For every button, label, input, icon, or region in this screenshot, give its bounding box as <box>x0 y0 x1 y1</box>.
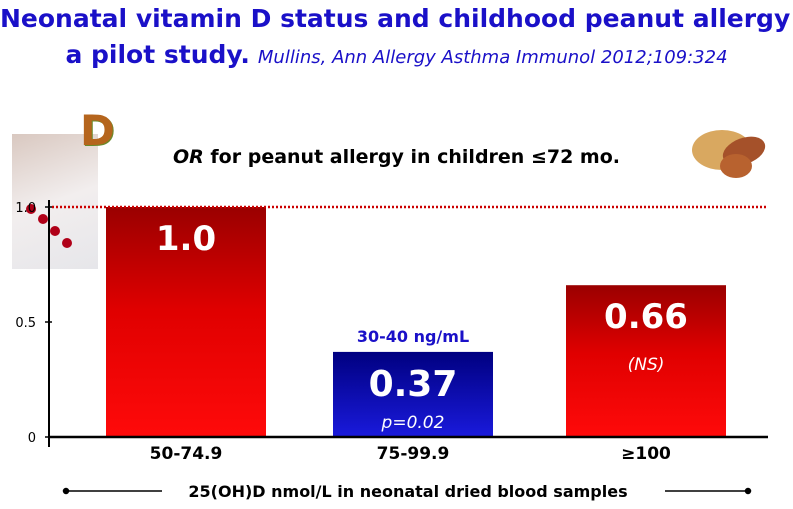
x-tick-label: ≥100 <box>621 444 671 464</box>
bar-value-label: 1.0 <box>156 219 216 259</box>
subtitle-rest: for peanut allergy in children ≤72 mo. <box>203 146 620 168</box>
x-axis-title: 25(OH)D nmol/L in neonatal dried blood s… <box>188 482 627 501</box>
subtitle-or: OR <box>173 146 204 168</box>
title-line2-text: a pilot study. <box>65 40 250 69</box>
newborn-blood-sample-image <box>12 134 98 269</box>
bar-annotation: p=0.02 <box>381 413 445 433</box>
x-tick-label: 75-99.9 <box>377 444 450 464</box>
peanut-icon <box>692 124 772 180</box>
y-tick-label: 1.0 <box>15 201 36 216</box>
y-tick-label: 0.5 <box>15 316 36 331</box>
bar-value-label: 0.66 <box>604 297 688 337</box>
citation: Mullins, Ann Allergy Asthma Immunol 2012… <box>257 47 728 68</box>
bar-value-label: 0.37 <box>369 364 458 405</box>
bar-75-99.9 <box>333 351 493 437</box>
highlight-label: 30-40 ng/mL <box>357 327 469 346</box>
y-tick-label: 0 <box>28 431 36 446</box>
bar-≥100 <box>566 285 726 437</box>
bar-50-74.9 <box>106 207 266 437</box>
x-tick-label: 50-74.9 <box>150 444 223 464</box>
chart-subtitle: OR for peanut allergy in children ≤72 mo… <box>0 146 793 168</box>
vitamin-d-letter-icon: D <box>80 106 115 155</box>
slide-title-line1: Neonatal vitamin D status and childhood … <box>0 4 793 33</box>
bar-annotation: (NS) <box>628 355 665 375</box>
x-axis-title-arrow <box>62 487 752 495</box>
slide-title-line2: a pilot study. Mullins, Ann Allergy Asthm… <box>0 40 793 69</box>
